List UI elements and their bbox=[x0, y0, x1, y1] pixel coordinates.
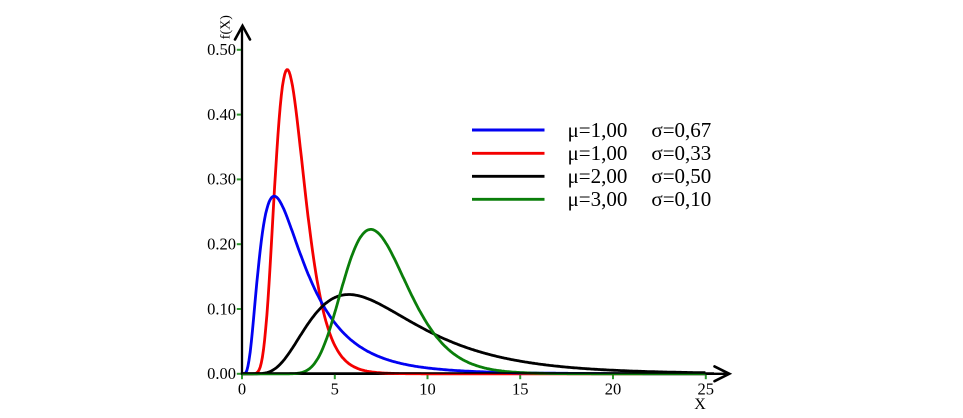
svg-text:σ=0,33: σ=0,33 bbox=[651, 141, 711, 165]
svg-text:0.30: 0.30 bbox=[207, 170, 236, 189]
svg-text:0.40: 0.40 bbox=[207, 105, 236, 124]
svg-text:5: 5 bbox=[331, 380, 339, 399]
svg-text:0.50: 0.50 bbox=[207, 40, 236, 59]
svg-text:X: X bbox=[694, 396, 706, 413]
svg-text:15: 15 bbox=[512, 380, 529, 399]
svg-text:μ=1,00: μ=1,00 bbox=[568, 118, 628, 142]
svg-text:10: 10 bbox=[419, 380, 436, 399]
svg-text:25: 25 bbox=[698, 380, 715, 399]
svg-text:μ=1,00: μ=1,00 bbox=[568, 141, 628, 165]
svg-text:0.10: 0.10 bbox=[207, 299, 236, 318]
svg-text:σ=0,10: σ=0,10 bbox=[651, 187, 711, 211]
svg-text:σ=0,67: σ=0,67 bbox=[651, 118, 711, 142]
svg-text:0.20: 0.20 bbox=[207, 235, 236, 254]
svg-text:f(X): f(X) bbox=[219, 15, 234, 39]
svg-text:μ=3,00: μ=3,00 bbox=[568, 187, 628, 211]
svg-text:0: 0 bbox=[238, 380, 246, 399]
svg-text:μ=2,00: μ=2,00 bbox=[568, 164, 628, 188]
svg-text:0.00: 0.00 bbox=[207, 364, 236, 383]
svg-text:20: 20 bbox=[605, 380, 622, 399]
svg-text:σ=0,50: σ=0,50 bbox=[651, 164, 711, 188]
